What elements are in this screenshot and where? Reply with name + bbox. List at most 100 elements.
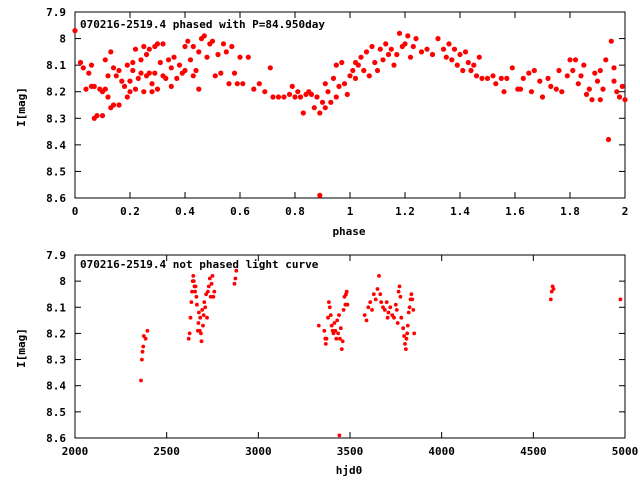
x-tick-label: 2000 [62, 445, 89, 458]
data-point [149, 89, 155, 95]
x-tick-label: 4500 [520, 445, 547, 458]
data-point [384, 300, 389, 304]
data-point [121, 83, 128, 89]
data-point [102, 86, 108, 92]
data-point [539, 94, 546, 100]
data-point [589, 97, 595, 103]
data-point [99, 113, 106, 119]
data-point [575, 81, 581, 87]
data-point [138, 57, 144, 63]
data-point [388, 46, 394, 52]
data-point [380, 57, 386, 63]
data-point [410, 297, 415, 302]
data-point [597, 67, 603, 74]
data-point [251, 86, 257, 92]
chart-title: 070216-2519.4 phased with P=84.950day [80, 18, 325, 31]
data-point [603, 57, 609, 63]
data-point [141, 43, 147, 50]
data-point [94, 113, 100, 119]
data-point [116, 67, 122, 74]
data-point [411, 308, 416, 312]
data-point [520, 75, 526, 81]
data-point [141, 334, 146, 338]
data-point [378, 292, 383, 297]
data-point [140, 357, 144, 362]
data-point [205, 315, 209, 320]
data-point [567, 57, 573, 63]
data-point [413, 36, 419, 42]
data-point [559, 89, 565, 95]
data-point [322, 328, 327, 333]
data-point [141, 344, 146, 349]
data-point [355, 62, 361, 68]
data-point [124, 62, 130, 68]
data-point [385, 315, 390, 320]
data-point [232, 281, 237, 286]
data-point [405, 323, 410, 328]
data-point [537, 78, 543, 84]
data-point [570, 67, 576, 74]
x-tick-label: 1.4 [450, 205, 470, 218]
data-point [333, 94, 339, 100]
data-point [199, 331, 203, 336]
data-point [91, 83, 97, 89]
data-point [370, 308, 374, 312]
data-point [124, 94, 130, 100]
x-tick-label: 4000 [428, 445, 455, 458]
data-point [146, 46, 152, 52]
data-point [163, 75, 169, 81]
data-point [393, 302, 398, 307]
data-point [165, 57, 172, 63]
data-point [471, 62, 477, 68]
data-point [195, 302, 199, 307]
data-point [152, 70, 158, 76]
data-point [116, 102, 122, 108]
data-point [403, 342, 407, 346]
data-point [203, 305, 208, 310]
data-point [105, 94, 111, 100]
data-point [578, 73, 584, 79]
data-point [429, 51, 436, 58]
data-point [397, 284, 402, 289]
data-point [336, 83, 342, 89]
data-point [327, 305, 332, 310]
y-tick-label: 8.5 [46, 406, 66, 419]
data-point [233, 276, 238, 281]
data-point [157, 59, 163, 66]
data-point [362, 313, 367, 317]
data-point [406, 310, 411, 315]
x-axis-label: hjd0 [336, 464, 363, 477]
data-point [189, 300, 194, 304]
data-point [201, 33, 207, 39]
data-point [465, 59, 471, 66]
data-point [275, 94, 282, 100]
data-point [220, 41, 227, 47]
data-point [410, 43, 416, 50]
data-point [201, 313, 206, 317]
data-point [326, 315, 330, 320]
y-tick-label: 8.1 [46, 59, 66, 72]
data-point [105, 73, 111, 79]
data-point [337, 433, 342, 438]
data-point [493, 81, 499, 87]
data-point [551, 287, 556, 291]
x-tick-label: 1.8 [560, 205, 580, 218]
data-point [372, 59, 378, 66]
y-tick-label: 8.3 [46, 112, 66, 125]
data-point [517, 86, 524, 92]
data-point [80, 65, 86, 71]
data-point [366, 73, 372, 79]
data-point [262, 89, 268, 95]
data-point [405, 331, 410, 336]
data-point [295, 89, 301, 95]
data-point [185, 38, 191, 44]
y-tick-label: 8.1 [46, 301, 66, 314]
data-point [409, 292, 414, 297]
data-point [405, 33, 411, 39]
y-tick-label: 8.5 [46, 165, 66, 178]
data-point [608, 38, 614, 44]
data-point [600, 86, 606, 92]
data-point [490, 73, 496, 79]
phased-light-curve-chart: 0 0.2 0.4 0.6 0.8 1 1.2 1.4 1.6 1.8 2 7.9 8 8.1 8.2 8.… [15, 6, 628, 238]
